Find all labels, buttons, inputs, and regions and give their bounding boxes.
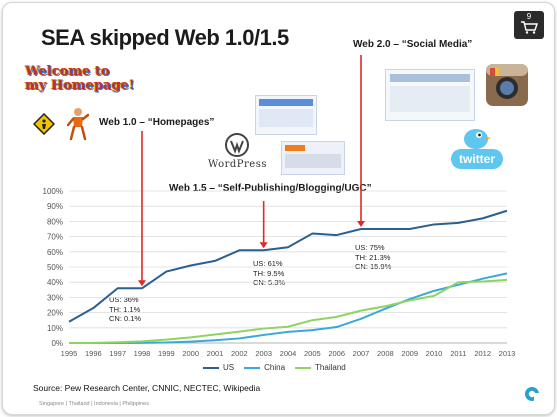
x-tick-label: 2012 xyxy=(474,349,491,358)
y-tick-label: 70% xyxy=(47,233,63,242)
legend-item-thailand: Thailand xyxy=(295,363,346,372)
y-tick-label: 20% xyxy=(47,309,63,318)
instagram-icon xyxy=(486,64,528,106)
wordpress-logo-text: WordPress xyxy=(208,159,267,170)
website-screenshot-image xyxy=(255,95,317,135)
x-tick-label: 2002 xyxy=(231,349,248,358)
x-tick-label: 1998 xyxy=(134,349,151,358)
y-tick-label: 10% xyxy=(47,324,63,333)
stat-us-1998: US: 36% xyxy=(109,295,139,304)
stat-us-2003: US: 61% xyxy=(253,259,283,268)
stat-th-1998: TH: 1.1% xyxy=(109,304,141,314)
stat-us-2007: US: 75% xyxy=(355,243,385,252)
legend-swatch-us xyxy=(203,366,219,369)
welcome-banner: Welcome to my Homepage! xyxy=(25,64,135,93)
annotation-arrow-head xyxy=(138,280,146,287)
twitter-logo-text: twitter xyxy=(451,149,503,169)
page-number: 9 xyxy=(526,12,532,21)
stat-cn-1998: CN: 0.1% xyxy=(109,314,142,323)
legend-label-us: US xyxy=(223,363,235,372)
dancing-figure-icon xyxy=(67,108,89,141)
x-tick-label: 2008 xyxy=(377,349,394,358)
x-tick-label: 2013 xyxy=(499,349,516,358)
stats-2007: US: 75% TH: 21.3% CN: 15.9% xyxy=(355,243,391,272)
source-note: Source: Pew Research Center, CNNIC, NECT… xyxy=(33,383,261,393)
y-tick-label: 60% xyxy=(47,248,63,257)
x-tick-label: 2010 xyxy=(426,349,443,358)
y-tick-label: 90% xyxy=(47,202,63,211)
annotation-arrow-head xyxy=(357,221,365,227)
blogger-screenshot-image xyxy=(281,141,345,175)
social-site-screenshot-image xyxy=(385,69,475,121)
annotation-arrow-head xyxy=(259,242,268,249)
x-tick-label: 1997 xyxy=(109,349,126,358)
y-tick-label: 50% xyxy=(47,263,63,272)
x-tick-label: 2003 xyxy=(255,349,272,358)
legend-label-thailand: Thailand xyxy=(315,363,346,372)
y-tick-label: 100% xyxy=(43,187,63,196)
footer-countries: Singapore | Thailand | Indonesia | Phili… xyxy=(39,401,149,407)
y-tick-label: 0% xyxy=(51,339,63,348)
y-tick-label: 40% xyxy=(47,278,63,287)
x-tick-label: 2009 xyxy=(401,349,418,358)
legend-item-us: US xyxy=(203,363,234,372)
x-tick-label: 2006 xyxy=(328,349,345,358)
era-label-web-1-0: Web 1.0 – “Homepages” xyxy=(99,117,215,128)
legend-swatch-china xyxy=(244,366,261,369)
series-line-china xyxy=(69,272,508,344)
cart-icon xyxy=(521,21,538,34)
stat-th-2007: TH: 21.3% xyxy=(355,252,391,262)
twitter-bird-icon xyxy=(464,129,491,149)
brand-logo-icon xyxy=(525,387,539,401)
internet-penetration-chart: 0% 10% 20% 30% 40% 50% 60% 70% 80% 90% 100% 1995 199… xyxy=(43,55,516,358)
series-line-us xyxy=(68,209,508,323)
era-label-web-2-0: Web 2.0 – “Social Media” xyxy=(353,39,473,50)
legend-item-china: China xyxy=(244,363,285,372)
x-tick-label: 2007 xyxy=(353,349,370,358)
era-label-web-1-5: Web 1.5 – “Self-Publishing/Blogging/UGC” xyxy=(169,183,372,194)
series-line-thailand xyxy=(68,278,508,344)
stats-1998: US: 36% TH: 1.1% CN: 0.1% xyxy=(109,295,141,324)
x-tick-label: 1995 xyxy=(61,349,78,358)
y-tick-label: 30% xyxy=(47,293,63,302)
construction-sign-icon xyxy=(33,113,55,135)
stat-cn-2007: CN: 15.9% xyxy=(355,262,392,271)
stat-th-2003: TH: 9.5% xyxy=(253,268,285,278)
x-tick-label: 2011 xyxy=(450,349,466,358)
chart-legend: US China Thailand xyxy=(203,363,346,372)
page-badge: 9 xyxy=(514,11,544,39)
wordpress-icon xyxy=(225,133,249,157)
legend-swatch-thailand xyxy=(295,366,312,369)
x-tick-label: 2005 xyxy=(304,349,321,358)
x-tick-label: 1999 xyxy=(158,349,175,358)
x-tick-label: 1996 xyxy=(85,349,102,358)
x-tick-label: 2004 xyxy=(280,349,297,358)
x-tick-label: 2000 xyxy=(182,349,199,358)
legend-label-china: China xyxy=(264,363,286,372)
slide-title: SEA skipped Web 1.0/1.5 xyxy=(41,25,289,50)
y-tick-label: 80% xyxy=(47,217,63,226)
x-tick-label: 2001 xyxy=(207,349,224,358)
